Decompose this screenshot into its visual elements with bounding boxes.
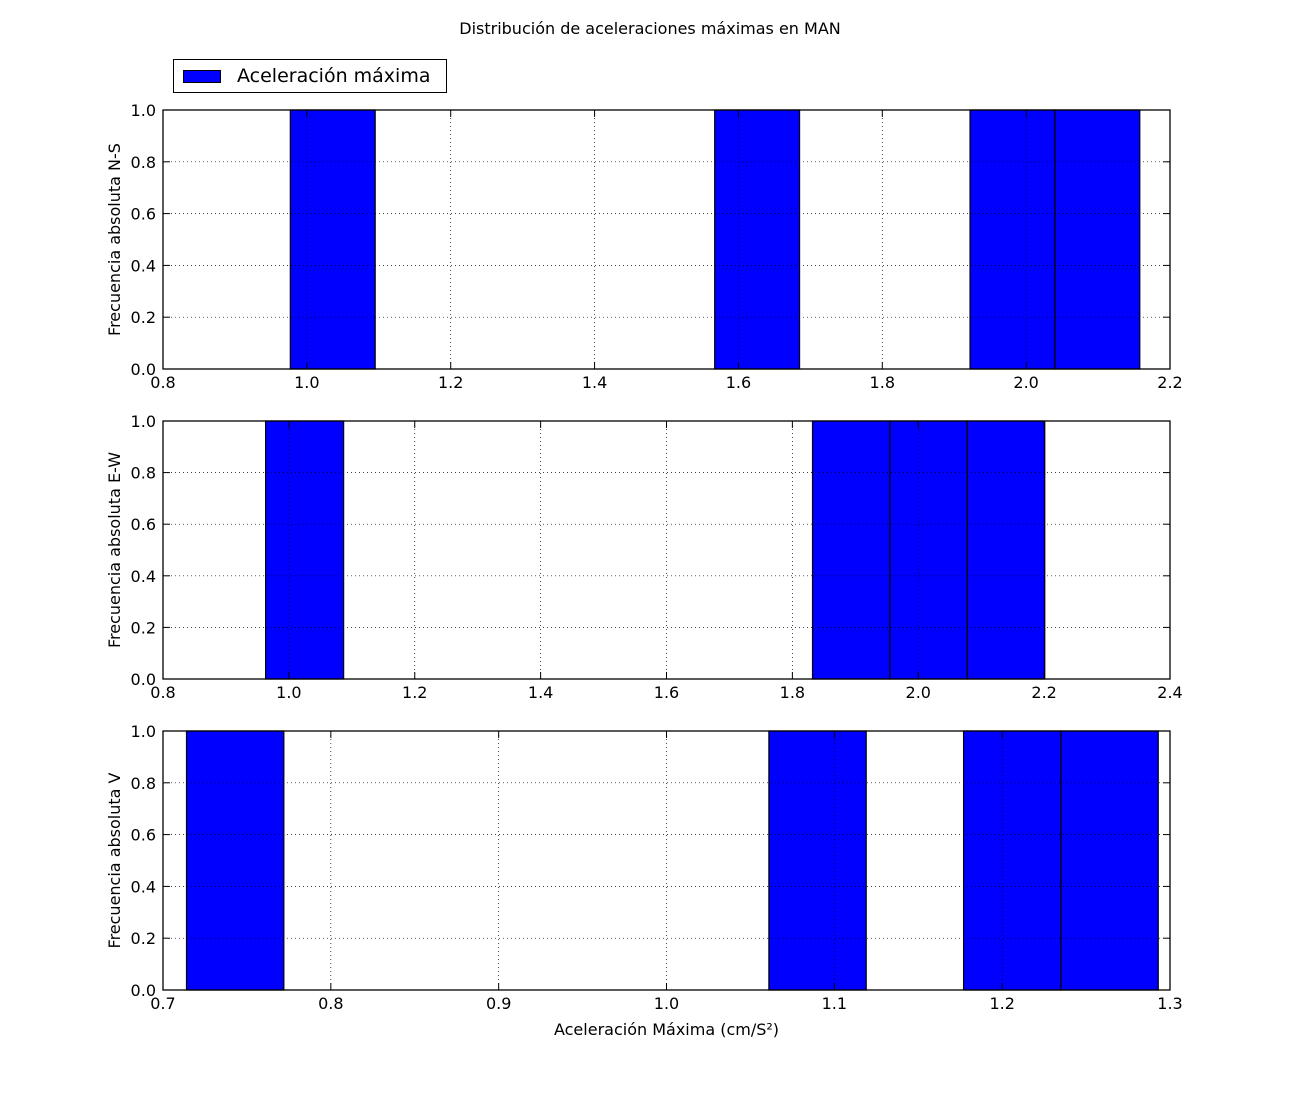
- y-tick-label: 0.0: [131, 981, 156, 1000]
- x-tick-label: 1.0: [654, 994, 679, 1013]
- y-tick-label: 0.4: [131, 877, 156, 896]
- y-tick-label: 0.6: [131, 205, 156, 224]
- y-tick-label: 0.8: [131, 774, 156, 793]
- x-tick-label: 0.7: [150, 994, 175, 1013]
- x-tick-label: 1.2: [402, 683, 427, 702]
- x-tick-label: 0.8: [318, 994, 343, 1013]
- y-tick-label: 1.0: [131, 101, 156, 120]
- panel-ns: 0.8 1.0 1.2 1.4 1.6 1.8 2.0 2.2 0.0 0.2 0.4 0.6 0.8 1…: [105, 101, 1183, 392]
- histogram-bar: [811, 420, 891, 680]
- y-tick-label: 0.6: [131, 515, 156, 534]
- y-tick-label: 1.0: [131, 412, 156, 431]
- x-tick-label: 1.6: [726, 373, 751, 392]
- legend-swatch: [183, 70, 221, 83]
- x-tick-label: 2.2: [1157, 373, 1182, 392]
- plot-frame: [162, 109, 1171, 370]
- x-tick-label: 0.8: [150, 373, 175, 392]
- histogram-bar: [289, 109, 376, 370]
- histogram-bar: [714, 109, 801, 370]
- legend: Aceleración máxima: [173, 59, 447, 93]
- x-tick-label: 1.4: [582, 373, 607, 392]
- y-axis-label: Frecuencia absoluta N-S: [105, 143, 124, 336]
- y-tick-label: 0.2: [131, 929, 156, 948]
- y-axis-label: Frecuencia absoluta E-W: [105, 452, 124, 648]
- x-tick-label: 1.3: [1157, 994, 1182, 1013]
- x-tick-label: 1.0: [294, 373, 319, 392]
- legend-label: Aceleración máxima: [237, 65, 431, 87]
- y-tick-label: 0.0: [131, 360, 156, 379]
- x-tick-label: 1.8: [780, 683, 805, 702]
- x-tick-label: 0.9: [486, 994, 511, 1013]
- x-axis-label: Aceleración Máxima (cm/S²): [554, 1020, 779, 1039]
- y-tick-label: 0.6: [131, 826, 156, 845]
- y-tick-label: 1.0: [131, 722, 156, 741]
- figure-title: Distribución de aceleraciones máximas en…: [459, 19, 841, 38]
- x-tick-label: 1.0: [276, 683, 301, 702]
- x-tick-label: 2.2: [1031, 683, 1056, 702]
- panel-v: 0.7 0.8 0.9 1.0 1.1 1.2 1.3 0.0 0.2 0.4 0.6 0.8 1.0 F…: [105, 722, 1183, 1039]
- y-tick-label: 0.8: [131, 153, 156, 172]
- histogram-bar: [969, 109, 1056, 370]
- y-tick-label: 0.2: [131, 308, 156, 327]
- x-tick-label: 0.8: [150, 683, 175, 702]
- histogram-bar: [768, 730, 867, 991]
- histogram-bar: [889, 420, 968, 680]
- x-tick-label: 1.4: [528, 683, 553, 702]
- x-tick-label: 2.0: [1013, 373, 1038, 392]
- panel-ew: 0.8 1.0 1.2 1.4 1.6 1.8 2.0 2.2 2.4 0.0 0.2 0.4 0.6 0…: [105, 412, 1183, 702]
- x-tick-label: 1.1: [822, 994, 847, 1013]
- x-tick-label: 1.6: [654, 683, 679, 702]
- histogram-bar: [185, 730, 285, 991]
- y-tick-label: 0.8: [131, 464, 156, 483]
- histogram-bar: [962, 730, 1062, 991]
- histogram-bar: [1060, 730, 1159, 991]
- y-tick-label: 0.2: [131, 618, 156, 637]
- y-tick-label: 0.0: [131, 670, 156, 689]
- y-axis-label: Frecuencia absoluta V: [105, 772, 124, 948]
- histogram-bar: [966, 420, 1046, 680]
- x-tick-label: 1.8: [870, 373, 895, 392]
- y-tick-label: 0.4: [131, 567, 156, 586]
- x-tick-label: 1.2: [989, 994, 1014, 1013]
- x-tick-label: 2.0: [906, 683, 931, 702]
- y-tick-label: 0.4: [131, 256, 156, 275]
- histogram-bar: [264, 420, 345, 680]
- x-tick-label: 1.2: [438, 373, 463, 392]
- x-tick-label: 2.4: [1157, 683, 1182, 702]
- histogram-bar: [1054, 109, 1141, 370]
